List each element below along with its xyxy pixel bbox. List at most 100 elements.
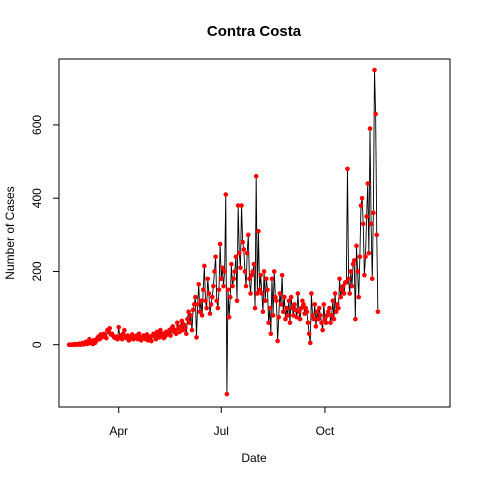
data-point xyxy=(354,243,359,249)
data-point xyxy=(359,195,365,201)
data-point xyxy=(327,305,332,311)
data-point xyxy=(356,294,362,300)
data-point xyxy=(288,294,294,300)
data-point xyxy=(318,313,323,318)
y-axis-label: Number of Cases xyxy=(3,186,17,279)
data-point xyxy=(119,336,125,342)
data-point xyxy=(274,298,279,304)
data-point xyxy=(177,329,182,335)
data-point xyxy=(346,276,351,282)
data-point xyxy=(375,309,381,315)
data-point xyxy=(309,291,314,296)
data-point xyxy=(326,309,331,315)
data-point xyxy=(332,291,338,296)
data-point xyxy=(279,272,285,278)
data-point xyxy=(349,283,355,289)
data-point xyxy=(315,316,321,322)
data-point xyxy=(209,294,215,300)
data-point xyxy=(185,316,190,322)
data-point xyxy=(215,305,221,311)
data-point xyxy=(282,294,287,300)
data-point xyxy=(258,272,264,278)
data-point xyxy=(195,302,200,307)
data-point xyxy=(261,269,267,274)
data-point xyxy=(153,336,159,342)
data-point xyxy=(208,302,214,307)
y-tick-label: 400 xyxy=(30,188,44,208)
data-point xyxy=(287,320,293,326)
data-point xyxy=(275,338,280,344)
data-point xyxy=(362,272,367,278)
data-point xyxy=(104,335,109,341)
data-point xyxy=(240,239,245,245)
data-point xyxy=(369,276,375,282)
data-point xyxy=(229,261,234,267)
data-point xyxy=(120,331,126,337)
data-point xyxy=(178,324,183,329)
data-point xyxy=(224,391,230,397)
data-point xyxy=(333,309,339,315)
data-point xyxy=(122,327,127,333)
data-point xyxy=(179,318,185,324)
data-point xyxy=(347,291,353,296)
data-point xyxy=(116,324,122,330)
data-point xyxy=(276,314,282,320)
data-point xyxy=(199,313,205,318)
data-point xyxy=(212,269,217,274)
data-point xyxy=(190,307,196,313)
data-point xyxy=(242,269,248,274)
data-point xyxy=(252,305,258,311)
data-point xyxy=(363,254,368,260)
data-point xyxy=(305,320,311,326)
data-point xyxy=(238,265,243,271)
data-point xyxy=(236,250,242,256)
data-point xyxy=(320,327,325,333)
data-point xyxy=(331,316,337,322)
data-point xyxy=(328,320,333,326)
data-point xyxy=(256,228,261,234)
data-point xyxy=(319,320,324,326)
data-point xyxy=(241,247,247,252)
x-tick-label: Jul xyxy=(214,424,229,438)
data-point xyxy=(197,309,203,315)
data-point xyxy=(307,340,313,346)
data-point xyxy=(295,291,301,296)
data-point xyxy=(125,333,131,338)
data-point xyxy=(294,314,300,320)
data-point xyxy=(196,281,202,287)
data-point xyxy=(265,287,270,293)
data-point xyxy=(226,314,232,320)
x-tick-label: Apr xyxy=(109,424,128,438)
x-tick-label: Oct xyxy=(316,424,335,438)
data-point xyxy=(235,203,241,208)
data-point xyxy=(107,325,113,331)
data-point xyxy=(225,287,231,293)
data-point xyxy=(206,291,212,296)
series-layer xyxy=(66,67,381,397)
data-point xyxy=(364,214,369,219)
data-point xyxy=(273,294,278,300)
data-point xyxy=(262,298,268,304)
data-point xyxy=(324,313,330,318)
data-point xyxy=(248,291,253,296)
data-point xyxy=(222,269,227,274)
data-point xyxy=(193,294,198,300)
y-tick-label: 200 xyxy=(30,261,44,281)
data-point xyxy=(360,221,366,227)
data-point xyxy=(173,331,179,337)
data-point xyxy=(214,298,220,304)
data-point xyxy=(278,302,284,307)
data-point xyxy=(277,291,283,296)
data-point xyxy=(340,283,346,289)
data-point xyxy=(221,283,226,289)
data-point xyxy=(191,302,197,307)
data-point xyxy=(269,276,275,282)
data-point xyxy=(233,254,239,260)
data-point xyxy=(267,305,273,311)
data-point xyxy=(204,305,209,311)
data-point xyxy=(348,269,354,274)
data-point xyxy=(297,316,303,322)
data-point xyxy=(149,338,154,344)
